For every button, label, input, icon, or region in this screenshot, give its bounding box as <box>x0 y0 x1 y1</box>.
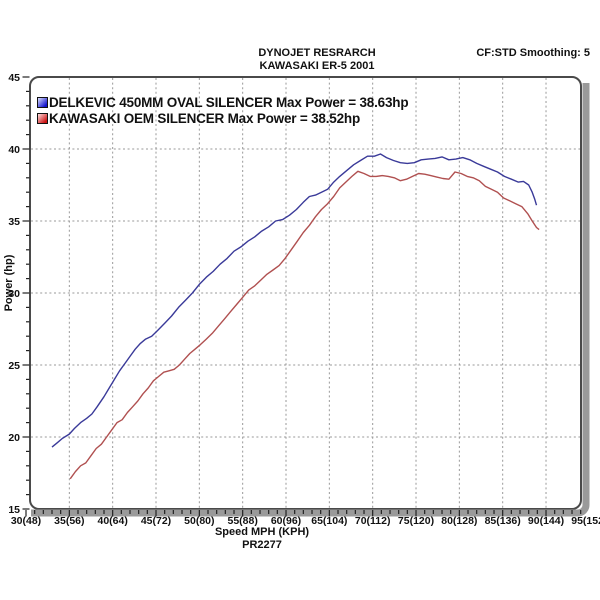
legend-item: KAWASAKI OEM SILENCER Max Power = 38.52h… <box>37 110 408 126</box>
header-smoothing-info: CF:STD Smoothing: 5 <box>476 47 590 59</box>
legend-label: DELKEVIC 450MM OVAL SILENCER Max Power =… <box>49 94 409 110</box>
header-subtitle: KAWASAKI ER-5 2001 <box>259 60 375 72</box>
header-title: DYNOJET RESRARCH <box>258 47 376 59</box>
y-axis-title: Power (hp) <box>3 254 15 312</box>
x-tick-label: 95(152) <box>571 515 600 527</box>
chart-legend: DELKEVIC 450MM OVAL SILENCER Max Power =… <box>37 94 409 126</box>
legend-item: DELKEVIC 450MM OVAL SILENCER Max Power =… <box>37 94 409 110</box>
y-tick-label: 25 <box>8 360 20 372</box>
y-tick-label: 20 <box>8 432 20 444</box>
x-tick-label: 60(96) <box>271 515 301 527</box>
x-tick-label: 70(112) <box>355 515 391 527</box>
x-tick-label: 50(80) <box>184 515 214 527</box>
y-tick-label: 30 <box>8 288 20 300</box>
y-tick-label: 40 <box>8 144 20 156</box>
x-tick-label: 35(56) <box>54 515 84 527</box>
y-tick-label: 45 <box>8 72 20 84</box>
plot-frame <box>29 76 582 510</box>
x-tick-label: 45(72) <box>141 515 171 527</box>
x-tick-label: 75(120) <box>398 515 434 527</box>
legend-swatch-icon <box>37 112 48 124</box>
x-tick-label: 55(88) <box>227 515 257 527</box>
legend-swatch-icon <box>37 96 48 108</box>
x-tick-label: 65(104) <box>311 515 347 527</box>
power-curve-1 <box>69 170 540 480</box>
x-tick-label: 80(128) <box>441 515 477 527</box>
x-axis-title: Speed MPH (KPH) <box>214 526 310 538</box>
x-tick-label: 90(144) <box>528 515 564 527</box>
x-tick-label: 85(136) <box>485 515 521 527</box>
run-id-label: PR2277 <box>242 539 282 551</box>
power-curve-0 <box>51 153 538 448</box>
y-tick-label: 35 <box>8 216 20 228</box>
legend-label: KAWASAKI OEM SILENCER Max Power = 38.52h… <box>49 110 361 126</box>
x-tick-label: 30(48) <box>11 515 41 527</box>
frame-shadow <box>31 83 590 517</box>
y-tick-label: 15 <box>8 504 20 516</box>
x-tick-label: 40(64) <box>97 515 127 527</box>
